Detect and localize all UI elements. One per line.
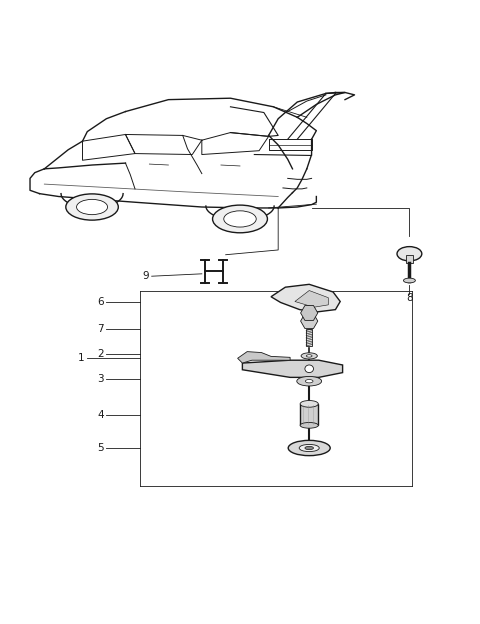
Text: 8: 8: [406, 293, 413, 303]
Ellipse shape: [288, 441, 330, 456]
Text: 9: 9: [143, 271, 149, 281]
Ellipse shape: [306, 354, 312, 357]
Text: 2: 2: [97, 349, 104, 359]
Ellipse shape: [300, 422, 318, 428]
Ellipse shape: [66, 194, 118, 220]
Ellipse shape: [404, 278, 415, 283]
Text: 5: 5: [97, 443, 104, 453]
Text: 6: 6: [97, 298, 104, 308]
Ellipse shape: [305, 365, 313, 373]
Polygon shape: [238, 351, 290, 363]
Ellipse shape: [297, 376, 322, 386]
Polygon shape: [242, 360, 343, 378]
Polygon shape: [271, 285, 340, 312]
FancyBboxPatch shape: [300, 404, 318, 426]
FancyBboxPatch shape: [306, 329, 312, 346]
Ellipse shape: [213, 205, 267, 233]
Text: 7: 7: [97, 324, 104, 334]
Text: 3: 3: [97, 374, 104, 384]
Ellipse shape: [301, 353, 317, 359]
Ellipse shape: [397, 246, 422, 261]
Ellipse shape: [305, 446, 313, 450]
FancyBboxPatch shape: [406, 255, 413, 263]
Text: 1: 1: [78, 353, 85, 363]
Polygon shape: [295, 291, 328, 307]
Ellipse shape: [299, 444, 319, 452]
Text: 4: 4: [97, 409, 104, 419]
Ellipse shape: [300, 401, 318, 407]
Ellipse shape: [76, 200, 108, 215]
Ellipse shape: [224, 211, 256, 227]
Ellipse shape: [305, 379, 313, 383]
